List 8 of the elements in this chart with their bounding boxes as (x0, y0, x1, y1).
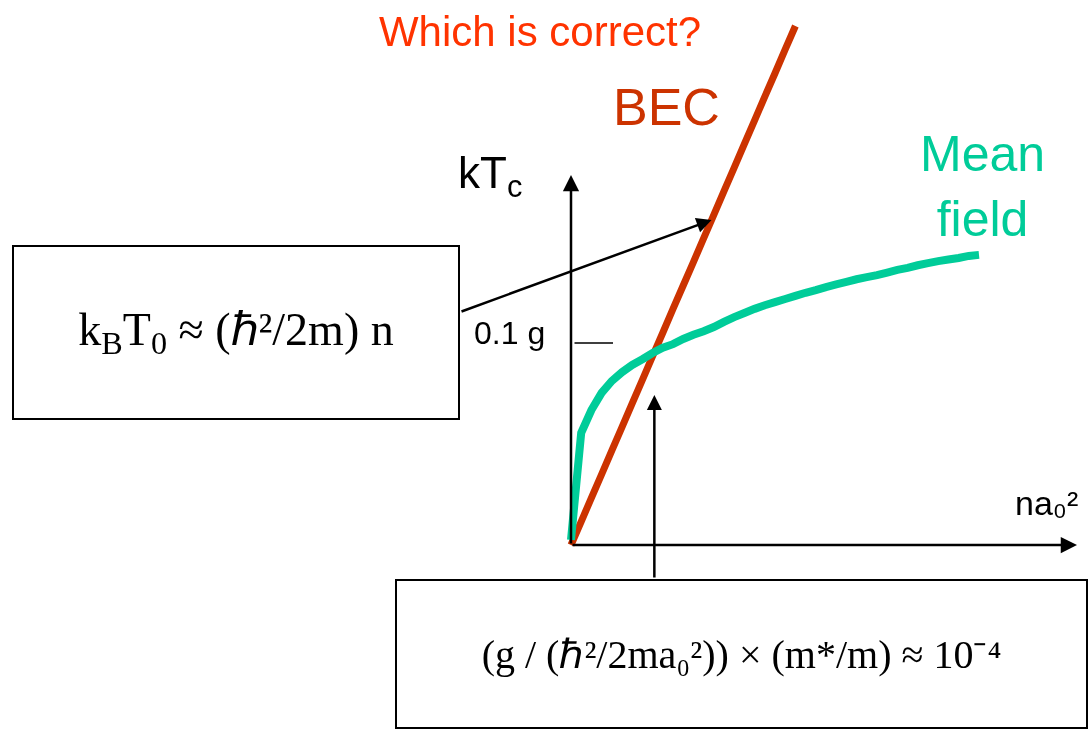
series-label: Mean field (920, 126, 1046, 247)
text: k$_{B}$T$_{0}$ ≈ (ℏ²/2m) n (78, 303, 394, 362)
y-axis-title: kT$_{c}$ (458, 148, 523, 205)
series-label: BEC (613, 78, 720, 136)
x-axis-title: na₀² (1015, 484, 1079, 522)
text: 0.1 g (474, 315, 546, 351)
chart-title: Which is correct? (378, 7, 702, 55)
text: (g / (ℏ²/2ma₀²)) × (m*/m) ≈ 10⁻⁴ (481, 631, 1002, 677)
